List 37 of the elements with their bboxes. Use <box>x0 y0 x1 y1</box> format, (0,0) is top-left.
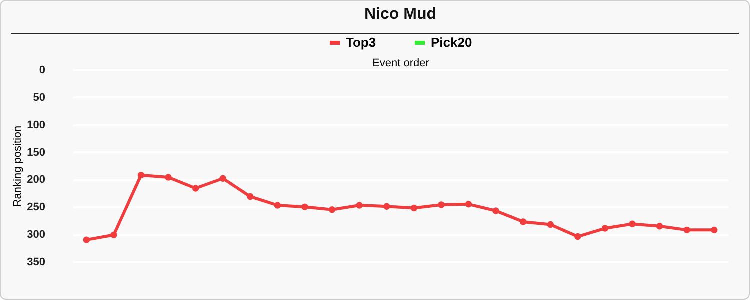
y-tick-label: 300 <box>27 229 46 242</box>
y-tick-label: 150 <box>27 146 46 159</box>
point <box>438 202 445 208</box>
point <box>274 202 282 209</box>
x-axis-title: Event order <box>372 58 430 70</box>
y-tick-label: 200 <box>27 174 46 186</box>
point <box>711 226 718 234</box>
point <box>684 226 690 234</box>
point <box>247 193 254 200</box>
point <box>574 233 582 240</box>
point <box>629 220 636 228</box>
point <box>410 204 418 212</box>
point <box>110 232 118 238</box>
point <box>356 202 363 209</box>
point <box>547 221 554 228</box>
point <box>302 204 308 210</box>
point <box>138 172 145 179</box>
y-axis-title: Ranking position <box>12 126 24 208</box>
y-tick-label: 350 <box>27 256 46 268</box>
point <box>165 174 172 181</box>
point <box>384 203 390 210</box>
point <box>656 222 664 230</box>
point <box>220 175 226 182</box>
chart-title: Nico Mud <box>364 6 436 23</box>
point <box>492 208 500 214</box>
y-tick-label: 0 <box>39 64 46 76</box>
y-tick-label: 250 <box>27 202 46 214</box>
y-tick-label: 50 <box>33 92 46 104</box>
point <box>328 206 336 214</box>
point <box>602 225 609 232</box>
point <box>83 236 90 244</box>
y-tick-label: 100 <box>27 119 46 132</box>
legend-label: Top3 <box>346 35 376 50</box>
point <box>520 218 527 226</box>
legend-label: Pick20 <box>431 35 472 50</box>
point <box>192 185 200 192</box>
point <box>465 201 472 208</box>
